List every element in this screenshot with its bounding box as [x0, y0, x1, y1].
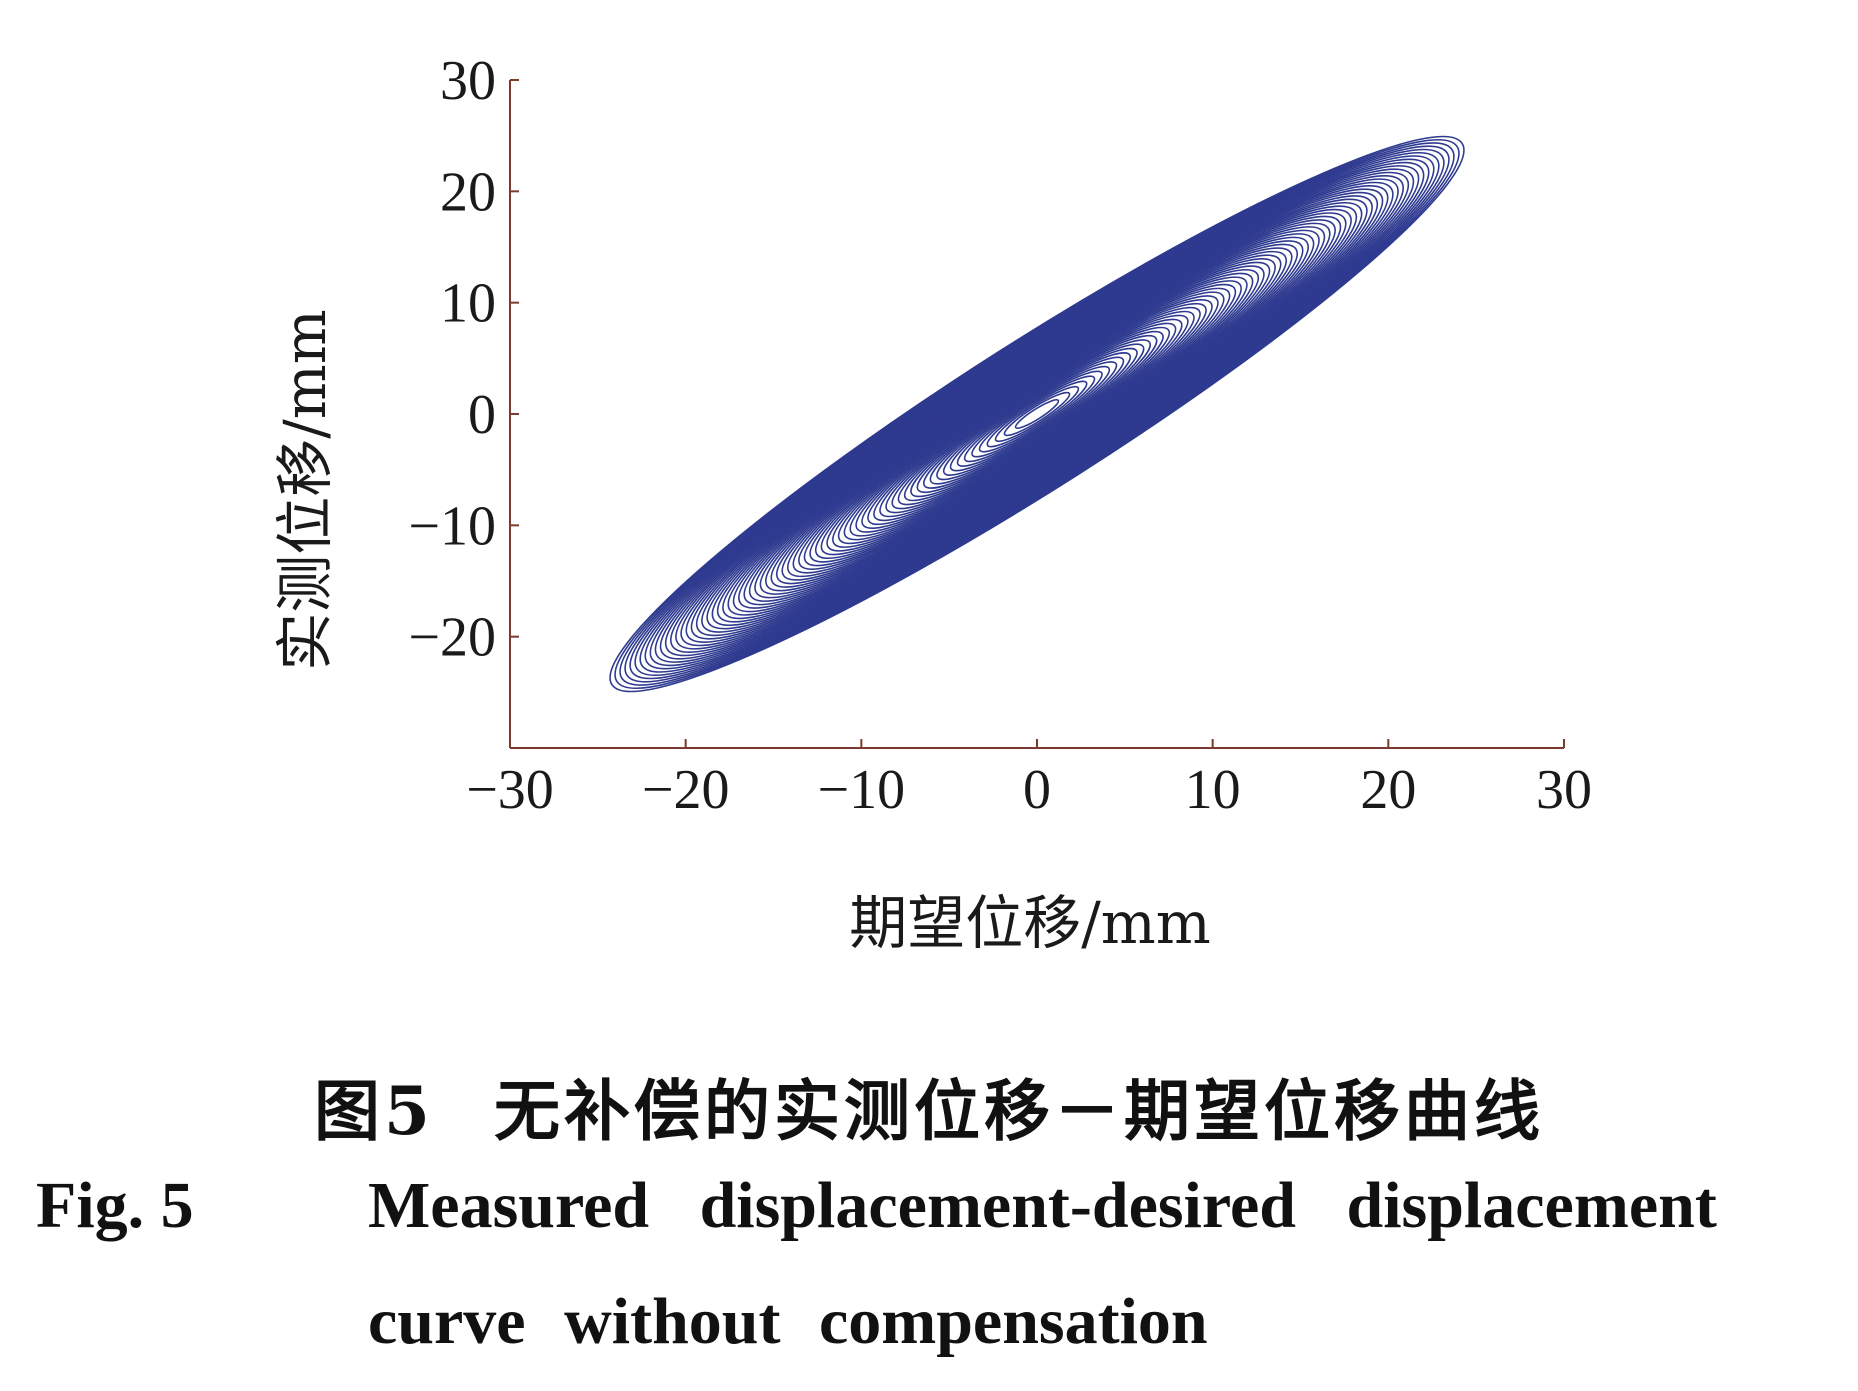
- curve-loop: [994, 385, 1080, 443]
- curve-loop: [711, 201, 1363, 627]
- curve-loop: [798, 258, 1276, 570]
- curve-loop: [826, 276, 1248, 552]
- caption-chinese: 图5 无补偿的实测位移－期望位移曲线: [0, 1058, 1858, 1154]
- curve-loop: [949, 356, 1125, 472]
- curve-loop: [963, 365, 1111, 463]
- curve-loop: [670, 175, 1404, 653]
- y-tick-label: −20: [408, 607, 496, 669]
- curve-loop: [732, 215, 1342, 613]
- y-tick-label: 0: [468, 384, 496, 446]
- chart: −30 −20 −10 0 10 20 30 30 20 10 0 −10 −20 期望位移/mm 实测…: [271, 50, 1592, 957]
- curve-loop: [803, 261, 1271, 567]
- curve-loop: [1003, 391, 1071, 437]
- curve-loop: [786, 250, 1288, 578]
- curve-loop: [629, 148, 1445, 680]
- y-tick-label: −10: [408, 495, 496, 557]
- caption-en-title-line1: Measured displacement-desired displaceme…: [368, 1169, 1717, 1242]
- curve-loop: [861, 299, 1213, 529]
- curve-loop: [690, 188, 1384, 640]
- curve-loop: [770, 240, 1304, 588]
- hysteresis-curve: [609, 135, 1465, 693]
- curve-loop: [849, 291, 1225, 537]
- curve-loop: [971, 370, 1103, 458]
- curve-loop: [792, 254, 1282, 574]
- x-tick-label: 20: [1360, 759, 1416, 821]
- curve-loop: [680, 181, 1394, 647]
- curve-loop: [832, 280, 1242, 548]
- curve-loop: [706, 198, 1368, 630]
- curve-loop: [685, 185, 1389, 643]
- curve-loop: [775, 243, 1299, 585]
- curve-loop: [891, 318, 1183, 510]
- x-tick-label: 10: [1185, 759, 1241, 821]
- curve-loop: [843, 287, 1231, 541]
- curve-loop: [759, 233, 1315, 595]
- curve-loop: [916, 334, 1158, 494]
- x-tick-label: −30: [466, 759, 554, 821]
- curve-loop: [837, 283, 1237, 545]
- curve-loop: [738, 219, 1336, 609]
- curve-loop: [929, 343, 1145, 485]
- curve-loop: [903, 326, 1171, 502]
- curve-loop: [986, 380, 1088, 448]
- curve-loop: [910, 330, 1164, 498]
- curve-loop: [743, 222, 1331, 606]
- curve-loop: [609, 135, 1465, 693]
- curve-loop: [649, 161, 1425, 667]
- curve-loop: [701, 195, 1373, 633]
- y-tick-label: 10: [440, 273, 496, 335]
- axes: [509, 79, 1565, 749]
- curve-loop: [855, 295, 1219, 533]
- x-tick-label: −10: [818, 759, 906, 821]
- curve-loop: [885, 314, 1189, 514]
- curve-loop: [748, 226, 1326, 602]
- curve-loop: [956, 361, 1118, 467]
- curve-loop: [727, 212, 1347, 616]
- curve-loop: [765, 236, 1309, 592]
- curve-loop: [936, 347, 1138, 481]
- curve-loop: [923, 339, 1151, 489]
- x-tick-label: −20: [642, 759, 730, 821]
- curve-loop: [722, 208, 1352, 620]
- curve-loop: [675, 178, 1399, 650]
- curve-loop: [809, 265, 1265, 563]
- curve-loop: [942, 352, 1132, 476]
- curve-loop: [879, 310, 1195, 518]
- y-tick-label: 30: [440, 50, 496, 112]
- y-tick-label: 20: [440, 161, 496, 223]
- curve-loop: [781, 247, 1293, 581]
- caption-en-figure-number: Fig. 5: [36, 1169, 194, 1242]
- curve-loop: [716, 205, 1358, 623]
- caption-en-title-line2: curve without compensation: [368, 1285, 1208, 1358]
- curve-loop: [654, 165, 1420, 663]
- curve-loop: [978, 375, 1096, 453]
- curve-loop: [814, 268, 1260, 560]
- x-tick-label: 0: [1023, 759, 1051, 821]
- curve-loop: [867, 302, 1207, 526]
- curve-loop: [1014, 399, 1060, 429]
- caption-cn-title: 无补偿的实测位移－期望位移曲线: [493, 1072, 1544, 1150]
- tick-labels: −30 −20 −10 0 10 20 30 30 20 10 0 −10 −20: [408, 50, 1592, 821]
- curve-loop: [897, 322, 1177, 506]
- x-tick-label: 30: [1536, 759, 1592, 821]
- x-axis-label: 期望位移/mm: [849, 889, 1211, 957]
- y-axis-label: 实测位移/mm: [271, 309, 339, 671]
- curve-loop: [754, 229, 1320, 599]
- curve-loop: [820, 272, 1254, 556]
- curve-loop: [873, 306, 1201, 522]
- curve-loop: [624, 145, 1450, 683]
- caption-cn-figure-number: 图5: [314, 1072, 434, 1150]
- curve-loop: [695, 191, 1379, 637]
